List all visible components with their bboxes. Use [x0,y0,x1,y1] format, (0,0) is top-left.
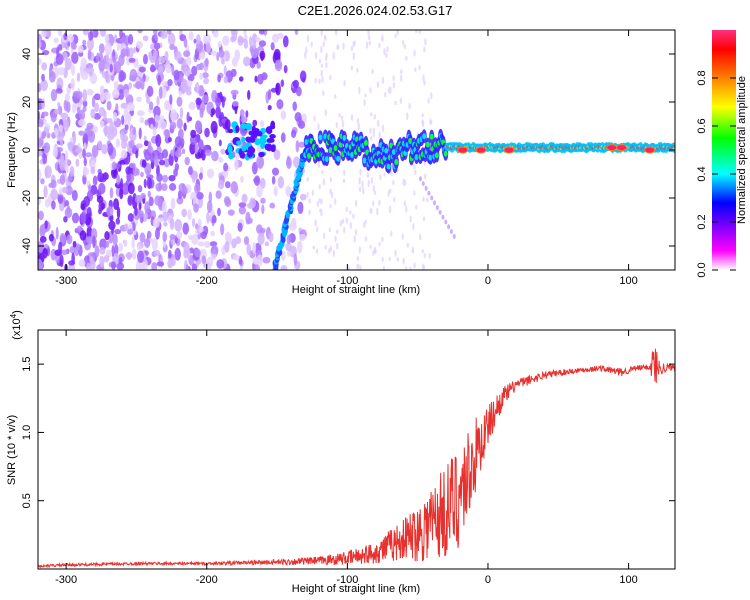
y-tick-label: 0 [21,147,33,153]
snr-scale-exponent: 4 [9,313,18,318]
snr-y-ticks: 0.5 1.0 1.5 [21,356,675,508]
y-tick-label: 20 [21,96,33,108]
x-tick-label: -300 [55,574,77,586]
colorbar-tick-label: 0.4 [696,166,708,181]
x-tick-label: -300 [55,275,77,287]
snr-scale-note: (x104) [9,310,23,340]
x-tick-label: 0 [485,275,491,287]
spectrogram-heatmap [38,30,675,270]
snr-scale-base: (x10 [11,318,23,339]
snr-x-axis-label: Height of straight line (km) [292,583,420,595]
y-tick-label: 1.0 [21,425,33,440]
x-tick-label: 100 [619,275,637,287]
colorbar-tick-label: 0.2 [696,214,708,229]
snr-frame [37,329,676,570]
figure-title: C2E1.2026.024.02.53.G17 [298,3,453,18]
spectrogram-y-axis-label: Frequency (Hz) [6,112,18,188]
snr-x-ticks: -300 -200 -100 0 100 [55,330,638,586]
x-tick-label: -100 [336,275,358,287]
colorbar-tick-label: 0.0 [696,262,708,277]
colorbar-tick-label: 0.8 [696,70,708,85]
colorbar-label: Normalized spectral amplitude [736,76,748,224]
colorbar-tick-label: 0.6 [696,118,708,133]
spectrogram-x-axis-label: Height of straight line (km) [292,284,420,296]
x-tick-label: -100 [336,574,358,586]
y-tick-label: 1.5 [21,356,33,371]
y-tick-label: 40 [21,48,33,60]
snr-panel: -300 -200 -100 0 100 0.5 1.0 1.5 Height of str… [6,310,676,595]
snr-series-line [37,348,676,569]
snr-y-axis-label: SNR (10 * v/v) [6,415,18,485]
colorbar-ticks: 0.0 0.2 0.4 0.6 0.8 [696,70,736,278]
spectrogram-x-ticks: -300 -200 -100 0 100 [55,30,638,287]
x-tick-label: -200 [196,574,218,586]
colorbar: 0.0 0.2 0.4 0.6 0.8 Normalized spectral ampl… [696,30,748,278]
x-tick-label: -200 [196,275,218,287]
colorbar-gradient [712,30,736,270]
x-tick-label: 0 [485,574,491,586]
y-tick-label: -20 [21,190,33,206]
y-tick-label: -40 [21,238,33,254]
spectrogram-y-ticks: -40 -20 0 20 40 [21,48,675,254]
svg-text:(x104): (x104) [9,310,23,340]
y-tick-label: 0.5 [21,493,33,508]
x-tick-label: 100 [619,574,637,586]
